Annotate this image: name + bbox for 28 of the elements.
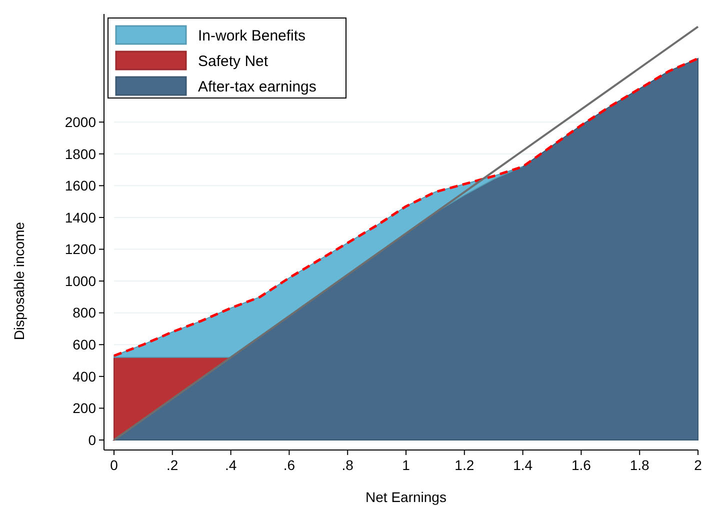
y-tick-label: 200 xyxy=(72,400,96,416)
y-tick-label: 0 xyxy=(88,432,96,448)
x-tick-label: 1 xyxy=(402,457,410,473)
x-axis-title: Net Earnings xyxy=(366,489,446,505)
y-tick-label: 2000 xyxy=(64,114,96,130)
x-tick-label: 0 xyxy=(110,457,118,473)
legend-label: In-work Benefits xyxy=(198,27,306,44)
x-tick-label: 2 xyxy=(694,457,702,473)
y-tick-label: 400 xyxy=(72,368,96,384)
y-tick-label: 600 xyxy=(72,336,96,353)
x-tick-label: .4 xyxy=(224,457,237,473)
x-tick-label: 1.8 xyxy=(630,457,650,473)
legend-label: After-tax earnings xyxy=(198,78,316,96)
y-tick-label: 1400 xyxy=(64,209,96,226)
y-tick-label: 1200 xyxy=(64,241,96,258)
y-tick-label: 1000 xyxy=(64,272,96,289)
y-tick-label: 1800 xyxy=(64,146,96,162)
x-tick-label: .6 xyxy=(283,457,296,473)
x-tick-label: .8 xyxy=(342,457,354,473)
x-tick-label: 1.6 xyxy=(571,457,592,473)
legend-label: Safety Net xyxy=(198,52,269,70)
line-series xyxy=(112,57,700,358)
x-tick-label: 1.4 xyxy=(513,457,533,473)
y-tick-label: 1600 xyxy=(64,178,96,194)
x-tick-label: 1.2 xyxy=(454,457,474,473)
y-tick-label: 800 xyxy=(72,304,96,321)
y-axis-title: Disposable income xyxy=(11,222,27,340)
x-tick-label: .2 xyxy=(166,457,178,473)
